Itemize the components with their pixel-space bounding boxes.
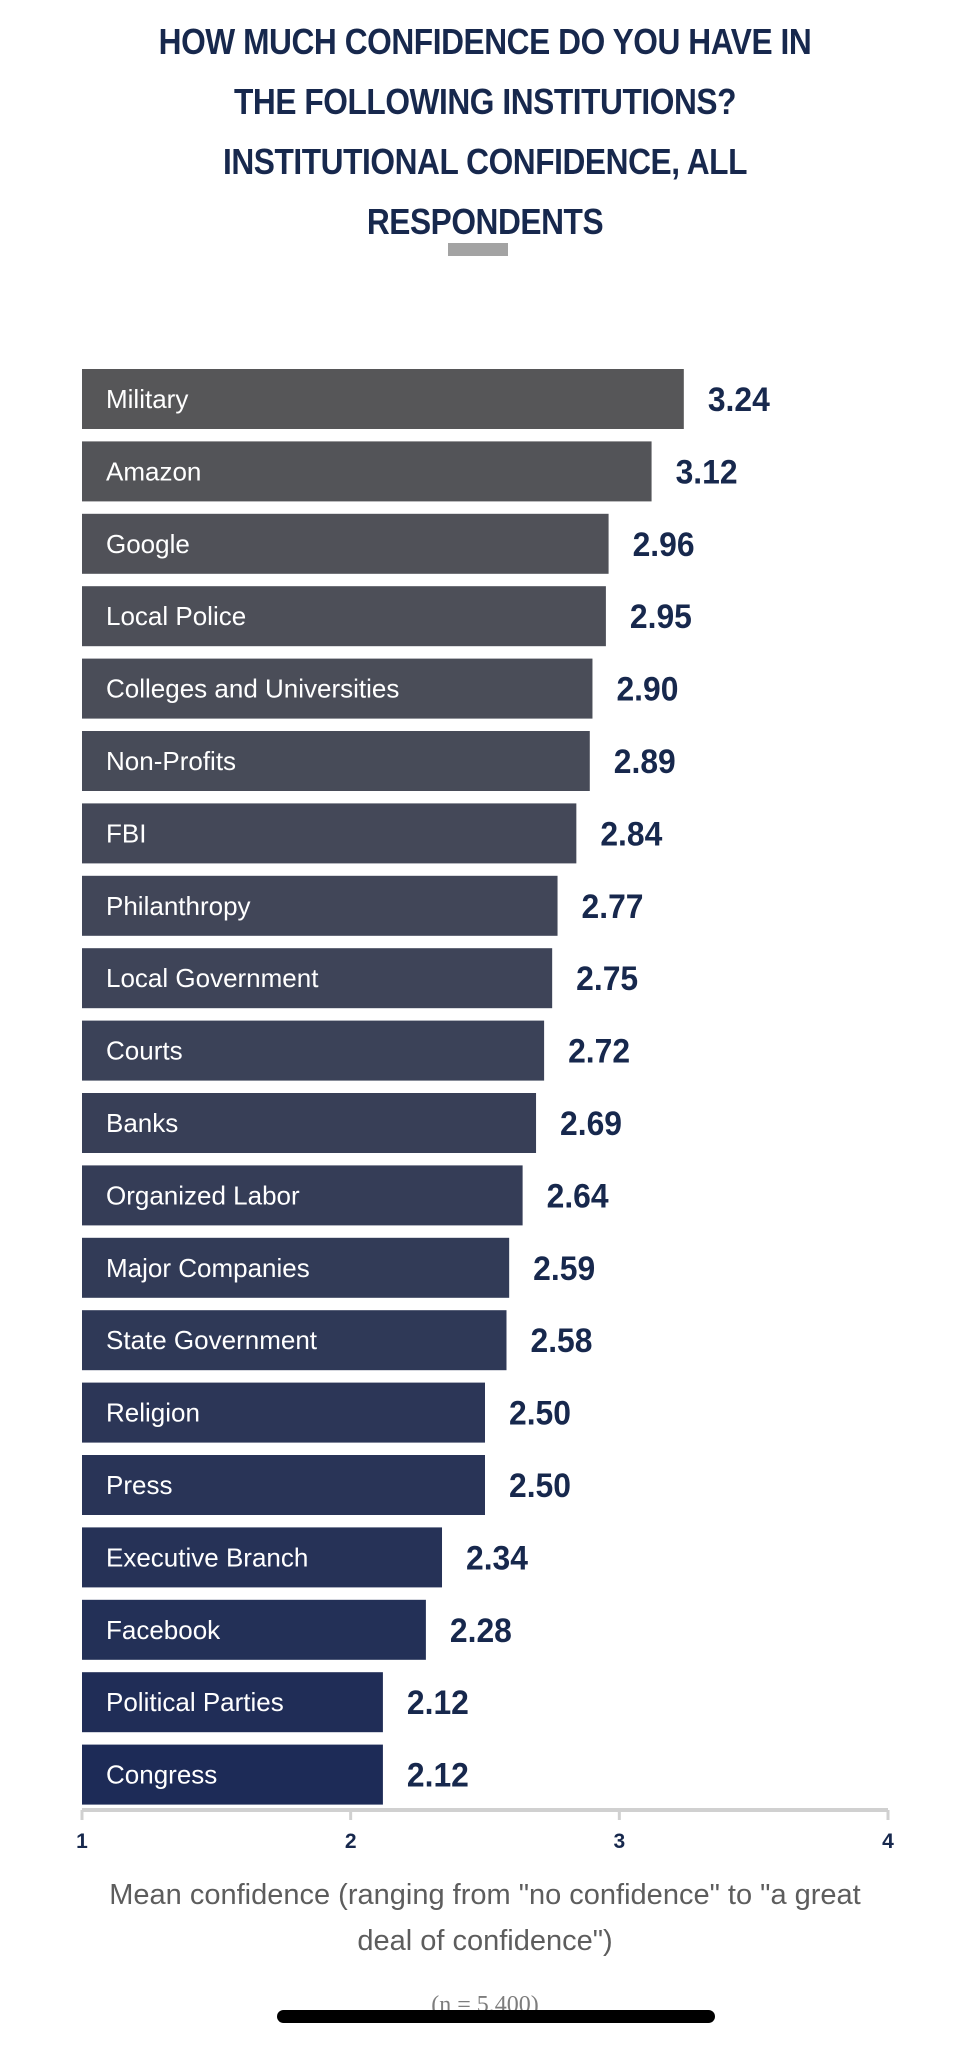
chart-title: HOW MUCH CONFIDENCE DO YOU HAVE IN THE F…	[158, 21, 812, 242]
bar-value-label: 2.64	[547, 1177, 609, 1215]
bar	[82, 1744, 383, 1805]
x-axis-label: Mean confidence (ranging from "no confid…	[109, 1879, 861, 1957]
bar-value-label: 2.75	[576, 960, 638, 998]
bar	[82, 658, 593, 719]
bar	[82, 1020, 545, 1081]
bar	[82, 369, 684, 429]
bar	[82, 513, 609, 574]
bar-category-label: Political Parties	[106, 1687, 284, 1717]
bar-category-label: FBI	[106, 818, 146, 848]
bar	[82, 1672, 383, 1733]
bar-category-label: Courts	[106, 1036, 183, 1066]
bar-category-label: Congress	[106, 1760, 217, 1790]
bar	[82, 1599, 426, 1660]
bar	[82, 586, 606, 647]
bar	[82, 948, 553, 1009]
bar-category-label: Banks	[106, 1108, 178, 1138]
bar	[82, 1310, 507, 1371]
bar	[82, 1093, 537, 1153]
bar-category-label: Amazon	[106, 456, 201, 486]
x-axis: 1 2 3 4	[76, 1808, 894, 1853]
bar-category-label: Religion	[106, 1398, 200, 1428]
x-tick-label: 4	[882, 1830, 894, 1853]
bar-category-label: Local Police	[106, 601, 246, 631]
bar-value-label: 2.72	[568, 1033, 630, 1071]
bar-category-label: Major Companies	[106, 1253, 310, 1283]
bar-category-label: Philanthropy	[106, 891, 251, 921]
bar	[82, 441, 652, 502]
title-divider	[448, 243, 508, 256]
bar-value-label: 2.58	[530, 1322, 592, 1360]
bar	[82, 875, 558, 936]
bar-value-label: 2.50	[509, 1467, 571, 1505]
bar-category-label: Google	[106, 529, 190, 559]
bar-category-label: Local Government	[106, 963, 319, 993]
bars-group: Military 3.24 Amazon 3.12 Google 2.96 Local Po…	[82, 369, 770, 1805]
bar-value-label: 2.96	[633, 526, 695, 564]
bar-value-label: 2.12	[407, 1757, 469, 1795]
bar-value-label: 2.84	[600, 815, 662, 853]
x-tick-label: 1	[76, 1830, 88, 1853]
bar-value-label: 3.12	[676, 453, 738, 491]
bar-value-label: 2.69	[560, 1105, 622, 1143]
bar-value-label: 2.90	[616, 671, 678, 709]
bar	[82, 1165, 523, 1226]
bar-category-label: Military	[106, 384, 188, 414]
x-tick-label: 3	[613, 1830, 625, 1853]
bar	[82, 1527, 443, 1588]
bar-category-label: Press	[106, 1470, 172, 1500]
home-indicator[interactable]	[277, 2010, 715, 2023]
bar	[82, 731, 590, 791]
bar-category-label: Executive Branch	[106, 1542, 308, 1572]
bar-value-label: 2.95	[630, 598, 692, 636]
bar-category-label: Non-Profits	[106, 746, 236, 776]
bar-category-label: Organized Labor	[106, 1180, 300, 1210]
bar-value-label: 2.77	[582, 888, 644, 926]
bar-value-label: 2.28	[450, 1612, 512, 1650]
bar-value-label: 3.24	[708, 381, 770, 419]
bar-category-label: State Government	[106, 1325, 318, 1355]
bar-value-label: 2.89	[614, 743, 676, 781]
bar	[82, 1382, 485, 1443]
bar	[82, 1455, 485, 1515]
bar-value-label: 2.12	[407, 1684, 469, 1722]
bar-category-label: Colleges and Universities	[106, 674, 399, 704]
bar-value-label: 2.50	[509, 1395, 571, 1433]
bar-category-label: Facebook	[106, 1615, 221, 1645]
bar	[82, 803, 577, 864]
x-tick-label: 2	[345, 1830, 357, 1853]
bar	[82, 1237, 510, 1298]
bar-value-label: 2.34	[466, 1539, 528, 1577]
bar-value-label: 2.59	[533, 1250, 595, 1288]
